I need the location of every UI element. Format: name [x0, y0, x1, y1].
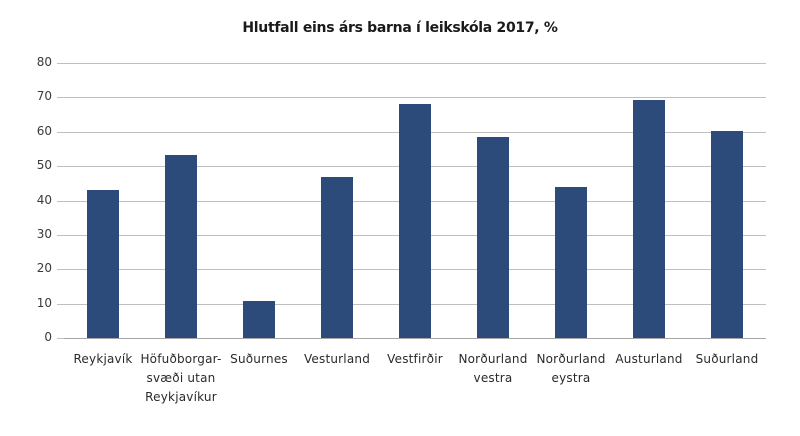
- gridline: [64, 97, 766, 99]
- x-tick-label: Höfuðborgar- svæði utan Reykjavíkur: [140, 352, 222, 404]
- y-tick-mark: [57, 200, 64, 202]
- y-tick-mark: [57, 63, 64, 64]
- y-tick-label: 60: [36, 123, 52, 138]
- x-tick-label: Norðurland eystra: [536, 352, 606, 385]
- y-tick-mark: [57, 303, 64, 305]
- y-tick-label: 10: [36, 295, 52, 310]
- x-tick-label: Vestfirðir: [387, 352, 443, 366]
- gridline: [64, 63, 766, 64]
- y-tick-label: 20: [36, 261, 52, 276]
- x-tick-label: Austurland: [615, 352, 683, 366]
- bar: [243, 300, 275, 338]
- x-tick-label: Vesturland: [303, 352, 371, 366]
- bar: [477, 137, 509, 338]
- x-tick-label: Suðurland: [695, 352, 759, 366]
- y-tick-label: 70: [36, 89, 52, 104]
- y-tick-label: 50: [36, 158, 52, 173]
- y-tick-mark: [57, 166, 64, 168]
- bar: [555, 187, 587, 338]
- y-tick-label: 40: [36, 192, 52, 207]
- y-tick-mark: [57, 131, 64, 133]
- bar: [711, 131, 743, 338]
- x-tick-label: Suðurnes: [230, 352, 288, 366]
- x-tick-label: Norðurland vestra: [458, 352, 528, 385]
- y-tick-mark: [57, 338, 64, 339]
- gridline: [64, 338, 766, 339]
- bar: [633, 100, 665, 338]
- y-tick-label: 30: [36, 226, 52, 241]
- plot-area: [64, 63, 766, 339]
- bar: [321, 176, 353, 338]
- y-tick-label: 0: [44, 330, 52, 344]
- y-tick-mark: [57, 234, 64, 236]
- bar: [165, 154, 197, 338]
- y-tick-label: 80: [36, 55, 52, 69]
- bar: [399, 104, 431, 338]
- y-tick-mark: [57, 269, 64, 271]
- bar: [87, 189, 119, 338]
- x-tick-label: Reykjavík: [73, 352, 133, 366]
- y-tick-mark: [57, 97, 64, 99]
- chart-title: Hlutfall eins árs barna í leikskóla 2017…: [242, 20, 558, 36]
